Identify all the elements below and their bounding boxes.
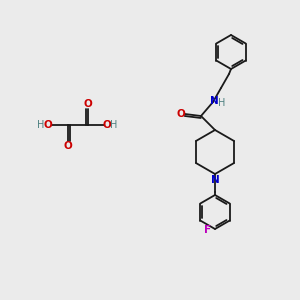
Text: N: N bbox=[211, 175, 219, 185]
Text: O: O bbox=[84, 99, 92, 109]
Text: N: N bbox=[210, 96, 218, 106]
Text: O: O bbox=[44, 120, 52, 130]
Text: O: O bbox=[177, 109, 185, 119]
Text: O: O bbox=[64, 141, 72, 151]
Text: H: H bbox=[218, 98, 226, 108]
Text: F: F bbox=[204, 225, 211, 235]
Text: H: H bbox=[37, 120, 45, 130]
Text: O: O bbox=[103, 120, 111, 130]
Text: H: H bbox=[110, 120, 118, 130]
